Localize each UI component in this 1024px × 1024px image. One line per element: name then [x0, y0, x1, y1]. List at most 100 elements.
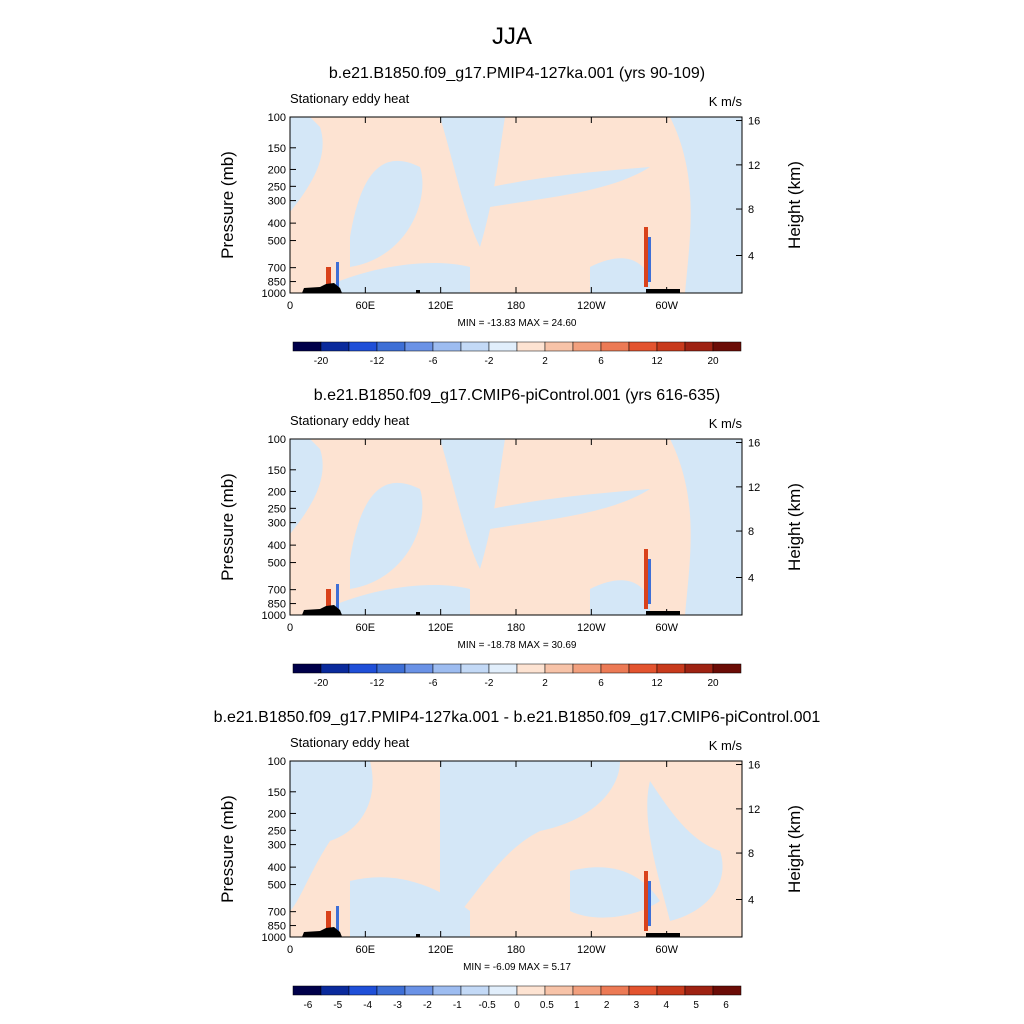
colorbar-box	[712, 663, 742, 674]
negative-region	[590, 580, 650, 615]
colorbar-box	[628, 985, 658, 996]
colorbar-label: -20	[314, 356, 329, 367]
colorbar-box	[292, 985, 322, 996]
terrain	[302, 605, 342, 615]
y-tick-label: 200	[268, 164, 286, 176]
panel-units: K m/s	[709, 94, 743, 109]
y-right-tick-label: 4	[748, 895, 754, 907]
y-tick-label: 1000	[262, 288, 286, 300]
colorbar-box	[404, 341, 434, 352]
figure-title: JJA	[492, 23, 532, 50]
y-tick-label: 500	[268, 236, 286, 248]
colorbar-box	[432, 341, 462, 352]
negative-region	[330, 585, 470, 615]
panel-title: b.e21.B1850.f09_g17.PMIP4-127ka.001 - b.…	[214, 709, 821, 726]
y-right-axis-label: Height (km)	[785, 161, 804, 249]
y-tick-label: 400	[268, 540, 286, 552]
negative-region	[590, 258, 650, 293]
y-tick-label: 700	[268, 907, 286, 919]
terrain	[416, 290, 420, 293]
colorbar-label: -6	[429, 356, 438, 367]
y-right-axis-label: Height (km)	[785, 805, 804, 893]
colorbar-box	[460, 341, 490, 352]
colorbar-box	[656, 663, 686, 674]
colorbar-label: 0	[514, 1000, 520, 1011]
negative-anomaly	[648, 559, 651, 604]
y-right-tick-label: 12	[748, 160, 760, 172]
colorbar-box	[432, 663, 462, 674]
negative-anomaly	[336, 906, 339, 932]
positive-anomaly	[644, 871, 648, 931]
negative-region	[290, 761, 373, 911]
colorbar-box	[320, 985, 350, 996]
terrain	[646, 611, 680, 615]
colorbar-box	[488, 985, 518, 996]
colorbar-label: 3	[634, 1000, 640, 1011]
y-right-tick-label: 8	[748, 848, 754, 860]
colorbar-box	[292, 341, 322, 352]
y-tick-label: 700	[268, 263, 286, 275]
colorbar-box	[656, 985, 686, 996]
colorbar-box	[432, 985, 462, 996]
panel-units: K m/s	[709, 738, 743, 753]
terrain	[646, 289, 680, 293]
colorbar-box	[600, 663, 630, 674]
negative-region	[470, 167, 650, 207]
colorbar-box	[348, 985, 378, 996]
colorbar-label: -6	[303, 1000, 312, 1011]
colorbar-label: 2	[542, 678, 548, 689]
y-tick-label: 200	[268, 486, 286, 498]
colorbar-box	[320, 663, 350, 674]
x-tick-label: 180	[507, 300, 525, 312]
colorbar-label: -2	[423, 1000, 432, 1011]
y-right-tick-label: 16	[748, 438, 760, 450]
y-right-axis-label: Height (km)	[785, 483, 804, 571]
colorbar-box	[656, 341, 686, 352]
negative-region	[330, 263, 470, 293]
colorbar-box	[684, 663, 714, 674]
x-tick-label: 120W	[577, 944, 606, 956]
colorbar-box	[404, 985, 434, 996]
colorbar-box	[712, 341, 742, 352]
colorbar-box	[460, 985, 490, 996]
colorbar-label: 1	[574, 1000, 580, 1011]
panel-units: K m/s	[709, 416, 743, 431]
y-tick-label: 300	[268, 840, 286, 852]
colorbar-box	[376, 985, 406, 996]
panel-3: b.e21.B1850.f09_g17.PMIP4-127ka.001 - b.…	[214, 709, 821, 1011]
y-right-tick-label: 16	[748, 760, 760, 772]
colorbar-label: -6	[429, 678, 438, 689]
y-tick-label: 850	[268, 277, 286, 289]
colorbar-label: -4	[363, 1000, 372, 1011]
y-tick-label: 400	[268, 218, 286, 230]
y-right-tick-label: 4	[748, 251, 754, 263]
x-tick-label: 0	[287, 944, 293, 956]
x-tick-label: 120W	[577, 622, 606, 634]
negative-region	[470, 489, 650, 529]
y-tick-label: 100	[268, 434, 286, 446]
positive-anomaly	[326, 267, 331, 289]
terrain	[302, 927, 342, 937]
colorbar-box	[516, 663, 546, 674]
positive-anomaly	[326, 911, 331, 933]
x-tick-label: 120E	[428, 622, 454, 634]
x-tick-label: 0	[287, 300, 293, 312]
y-axis-label: Pressure (mb)	[218, 151, 237, 259]
negative-region	[290, 117, 323, 212]
colorbar-box	[628, 663, 658, 674]
x-tick-label: 60E	[356, 622, 376, 634]
y-tick-label: 700	[268, 585, 286, 597]
colorbar-label: 2	[542, 356, 548, 367]
y-tick-label: 1000	[262, 932, 286, 944]
panel-2: b.e21.B1850.f09_g17.CMIP6-piControl.001 …	[218, 387, 804, 689]
colorbar-box	[376, 341, 406, 352]
panel-title: b.e21.B1850.f09_g17.CMIP6-piControl.001 …	[314, 387, 720, 404]
colorbar-box	[292, 663, 322, 674]
y-right-tick-label: 12	[748, 482, 760, 494]
colorbar-box	[376, 663, 406, 674]
colorbar-label: -20	[314, 678, 329, 689]
panel-1: b.e21.B1850.f09_g17.PMIP4-127ka.001 (yrs…	[218, 65, 804, 367]
colorbar-box	[544, 341, 574, 352]
stats-text: MIN = -6.09 MAX = 5.17	[463, 962, 571, 973]
